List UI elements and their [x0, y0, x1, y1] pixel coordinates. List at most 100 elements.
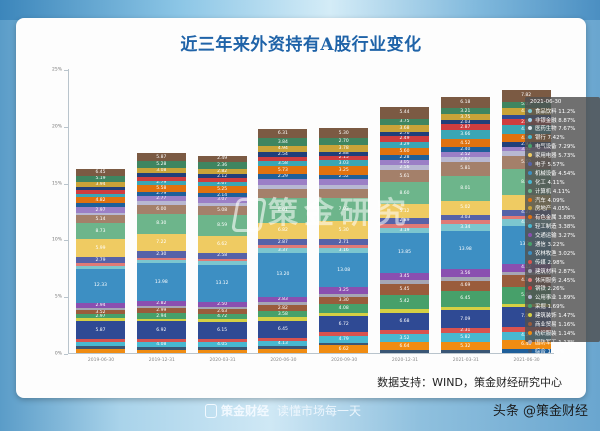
bar-segment[interactable]	[258, 185, 308, 190]
bar-segment[interactable]: 13.98	[136, 263, 186, 301]
bar-segment[interactable]	[76, 190, 125, 194]
bar-segment[interactable]: 2.49	[380, 136, 429, 142]
bar-segment[interactable]: 3.84	[258, 138, 308, 146]
bar-segment[interactable]: 3.56	[440, 268, 490, 278]
bar-segment[interactable]: 6.45	[440, 291, 490, 307]
bar-segment[interactable]: 5.82	[440, 333, 490, 342]
bar-segment[interactable]	[319, 245, 369, 249]
bar-segment[interactable]	[76, 345, 125, 350]
bar-segment[interactable]	[197, 349, 247, 353]
bar-segment[interactable]: 6.62	[319, 345, 369, 353]
bar-segment[interactable]: 6.31	[258, 129, 308, 139]
stacked-bar[interactable]: 5.32 5.82 2.31 7.09 6.45 4.69 3.56 13.98 3.34 3.0…	[440, 96, 490, 353]
bar-segment[interactable]	[319, 332, 369, 337]
bar-segment[interactable]: 5.44	[380, 106, 429, 119]
bar-segment[interactable]: 2.79	[136, 180, 186, 185]
bar-segment[interactable]: 3.37	[258, 248, 308, 253]
bar-segment[interactable]: 2.63	[197, 309, 247, 315]
bar-segment[interactable]: 2.89	[380, 218, 429, 224]
bar-segment[interactable]	[76, 318, 125, 322]
bar-segment[interactable]: 6.45	[76, 169, 125, 176]
bar-segment[interactable]: 7.22	[136, 234, 186, 252]
bar-segment[interactable]: 8.01	[258, 198, 308, 223]
bar-segment[interactable]: 2.94	[76, 302, 125, 308]
bar-segment[interactable]: 3.45	[380, 272, 429, 281]
bar-segment[interactable]: 3.16	[319, 248, 369, 254]
bar-segment[interactable]	[136, 173, 186, 178]
bar-segment[interactable]: 13.12	[197, 265, 247, 302]
bar-segment[interactable]	[76, 341, 125, 346]
bar-segment[interactable]: 2.31	[440, 328, 490, 334]
bar-segment[interactable]: 2.56	[380, 165, 429, 170]
bar-segment[interactable]: 12.33	[76, 268, 125, 303]
bar-segment[interactable]	[258, 245, 308, 249]
bar-segment[interactable]: 3.03	[319, 160, 369, 167]
bar-segment[interactable]: 8.01	[440, 175, 490, 201]
bar-segment[interactable]: 6.72	[319, 316, 369, 333]
bar-segment[interactable]: 4.82	[76, 197, 125, 204]
bar-segment[interactable]: 2.15	[319, 155, 369, 161]
bar-segment[interactable]	[319, 189, 369, 199]
bar-segment[interactable]	[440, 277, 490, 281]
bar-segment[interactable]: 2.87	[440, 124, 490, 131]
bar-segment[interactable]: 6.18	[440, 96, 490, 109]
bar-segment[interactable]: 2.03	[440, 120, 490, 125]
bar-segment[interactable]: 6.68	[380, 312, 429, 330]
bar-segment[interactable]	[136, 339, 186, 342]
bar-segment[interactable]	[197, 261, 247, 266]
bar-segment[interactable]	[197, 319, 247, 323]
bar-segment[interactable]: 13.20	[258, 252, 308, 297]
bar-segment[interactable]: 3.19	[380, 227, 429, 234]
bar-segment[interactable]: 6.45	[258, 320, 308, 339]
bar-segment[interactable]: 4.72	[197, 314, 247, 320]
bar-segment[interactable]: 3.34	[440, 224, 490, 231]
bar-segment[interactable]: 2.52	[440, 152, 490, 158]
bar-segment[interactable]: 6.48	[501, 339, 551, 350]
bar-segment[interactable]: 7.03	[319, 198, 369, 222]
bar-segment[interactable]: 2.49	[197, 155, 247, 163]
bar-segment[interactable]: 5.30	[319, 128, 369, 138]
bar-segment[interactable]	[76, 349, 125, 353]
bar-segment[interactable]: 5.08	[197, 206, 247, 215]
bar-segment[interactable]: 2.79	[76, 257, 125, 264]
bar-segment[interactable]: 2.50	[197, 301, 247, 307]
bar-segment[interactable]: 3.75	[380, 118, 429, 126]
bar-segment[interactable]: 3.25	[319, 287, 369, 294]
bar-segment[interactable]	[76, 265, 125, 269]
bar-segment[interactable]: 2.29	[258, 174, 308, 179]
bar-segment[interactable]: 4.79	[319, 336, 369, 343]
bar-segment[interactable]	[197, 306, 247, 310]
bar-segment[interactable]: 2.40	[440, 147, 490, 153]
bar-segment[interactable]: 5.87	[136, 153, 186, 161]
bar-segment[interactable]	[380, 309, 429, 313]
bar-segment[interactable]: 2.67	[197, 181, 247, 187]
bar-segment[interactable]: 2.58	[197, 252, 247, 260]
bar-segment[interactable]	[258, 317, 308, 321]
bar-segment[interactable]	[197, 259, 247, 262]
bar-segment[interactable]: 2.94	[136, 313, 186, 319]
bar-segment[interactable]: 3.52	[76, 309, 125, 315]
bar-segment[interactable]: 5.60	[380, 147, 429, 155]
bar-segment[interactable]: 4.52	[440, 139, 490, 148]
bar-segment[interactable]	[258, 189, 308, 199]
bar-segment[interactable]: 7.09	[440, 309, 490, 329]
bar-segment[interactable]: 2.82	[136, 300, 186, 306]
bar-segment[interactable]: 6.15	[197, 322, 247, 340]
bar-segment[interactable]: 5.73	[258, 166, 308, 175]
bar-segment[interactable]	[380, 350, 429, 353]
bar-segment[interactable]: 6.00	[136, 204, 186, 214]
stacked-bar[interactable]: 6.64 3.52 6.68 5.42 5.45 3.45 13.85 3.19 2.89 5.1…	[380, 106, 429, 353]
bar-segment[interactable]: 3.05	[380, 159, 429, 166]
stacked-bar[interactable]: 4.05 6.15 4.72 2.63 2.50 13.12 2.58 6.62 8.59 5.0…	[197, 155, 247, 353]
bar-segment[interactable]: 5.61	[380, 169, 429, 183]
bar-segment[interactable]	[258, 302, 308, 305]
bar-segment[interactable]: 4.94	[258, 145, 308, 153]
bar-segment[interactable]	[76, 212, 125, 216]
bar-segment[interactable]: 8.30	[136, 213, 186, 235]
bar-segment[interactable]: 2.30	[136, 251, 186, 258]
bar-segment[interactable]: 2.83	[258, 296, 308, 303]
bar-segment[interactable]: 5.32	[440, 341, 490, 351]
bar-segment[interactable]: 5.87	[76, 321, 125, 339]
bar-segment[interactable]: 2.70	[319, 137, 369, 146]
bar-segment[interactable]	[197, 178, 247, 182]
